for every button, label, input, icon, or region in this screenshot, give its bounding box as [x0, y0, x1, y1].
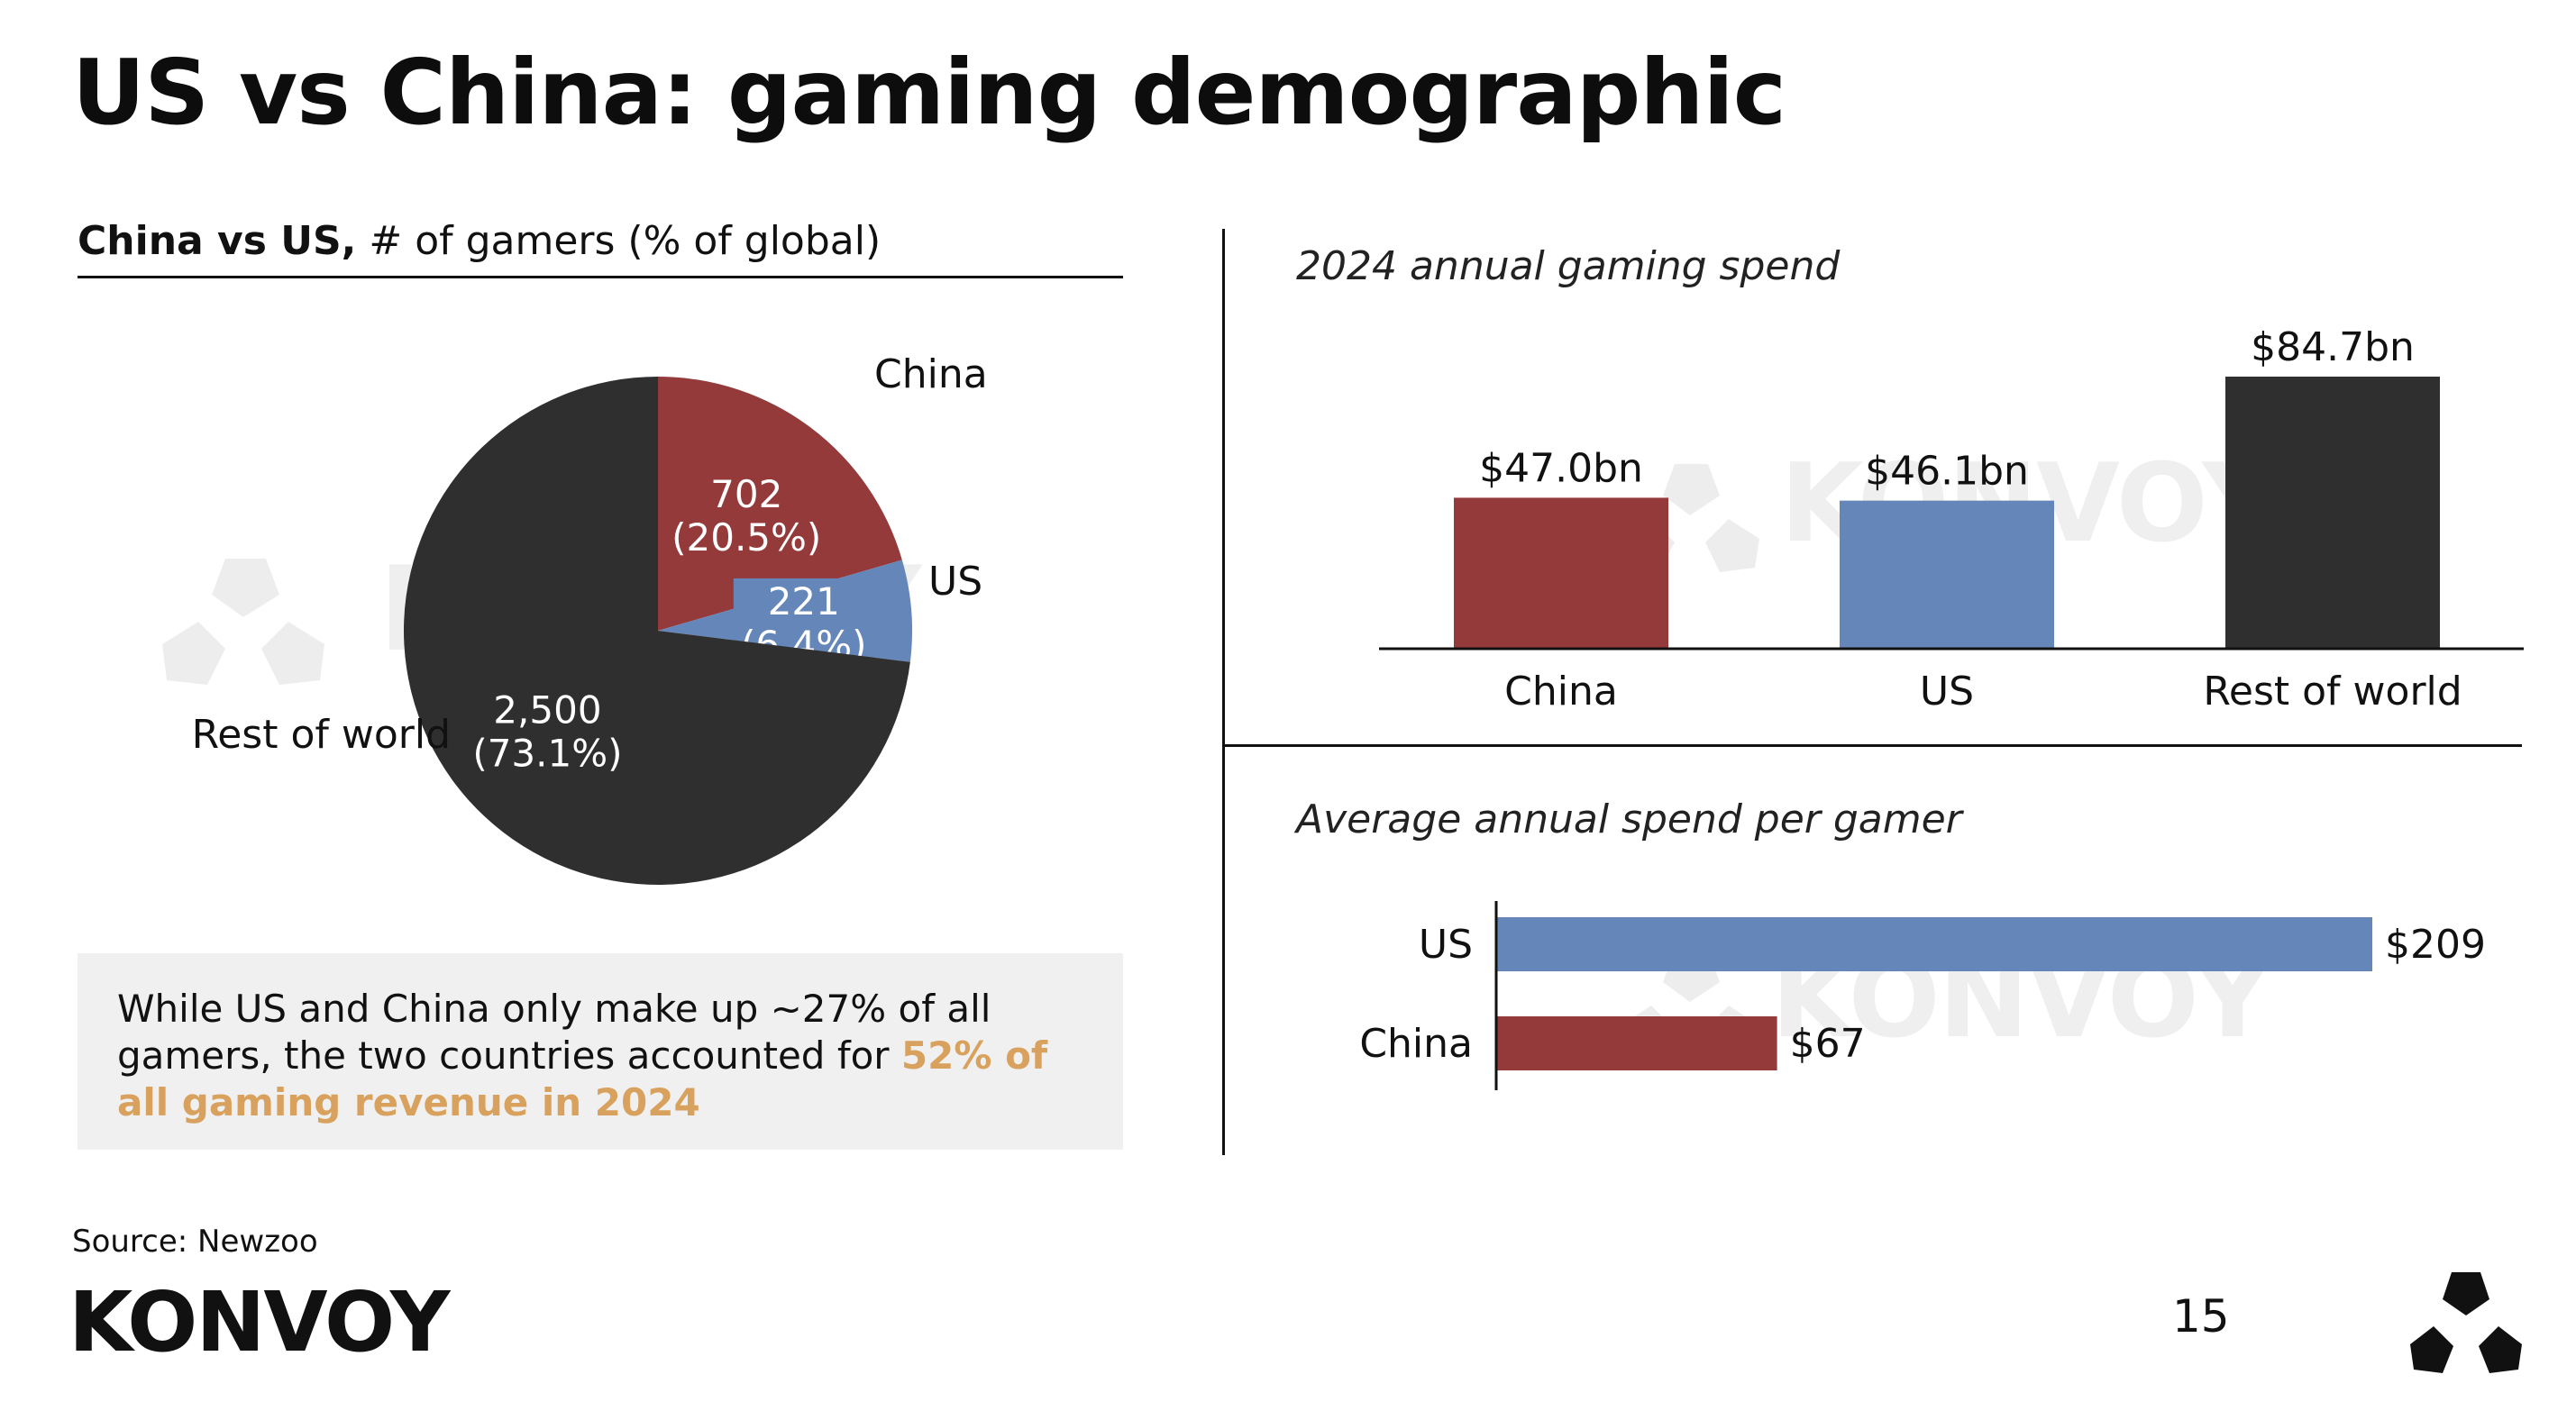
pie-chart-heading: China vs US, # of gamers (% of global) — [78, 218, 881, 264]
pie-heading-bold: China vs US, — [78, 218, 357, 264]
hbar-category-label: China — [1359, 1021, 1473, 1067]
pie-percent-label: (20.5%) — [671, 515, 821, 560]
hbar-data-label: $67 — [1790, 1021, 1866, 1067]
pie-heading-rule — [78, 276, 1123, 278]
bar-chart-title: 2024 annual gaming spend — [1296, 243, 1841, 289]
bar-rest-of-world — [2225, 377, 2440, 649]
callout-highlight: 52% of all gaming revenue in 2024 — [117, 1033, 1048, 1124]
source-note: Source: Newzoo — [72, 1224, 318, 1260]
pie-chart: 702(20.5%)China221(6.4%)US2,500(73.1%)Re… — [192, 351, 988, 885]
callout-text: While US and China only make up ~27% of … — [117, 987, 991, 1078]
bar-category-label: US — [1920, 669, 1974, 715]
pie-category-label: US — [928, 559, 982, 605]
pie-category-label: China — [874, 351, 988, 397]
hbar-china — [1496, 1016, 1777, 1070]
pie-slice-china — [658, 377, 902, 631]
pie-percent-label: (73.1%) — [472, 731, 622, 775]
bar-china — [1454, 497, 1668, 649]
spend-bar-chart: $47.0bn China $46.1bn US $84.7bn Rest of worl… — [1379, 324, 2524, 715]
konvoy-mark-icon — [2410, 1272, 2522, 1373]
page-number: 15 — [2172, 1290, 2230, 1343]
page-title: US vs China: gaming demographic — [72, 40, 1786, 145]
bar-data-label: $47.0bn — [1479, 445, 1643, 491]
pie-category-label: Rest of world — [192, 712, 451, 758]
pie-slice-rest-of-world — [403, 377, 910, 885]
callout-box: While US and China only make up ~27% of … — [78, 953, 1123, 1150]
per-gamer-bar-chart: $209 US $67 China — [1359, 901, 2486, 1090]
pie-heading-rest: # of gamers (% of global) — [356, 218, 882, 264]
pie-value-label: 221 — [768, 579, 840, 624]
bar-data-label: $46.1bn — [1865, 449, 2029, 495]
hbar-us — [1496, 917, 2372, 971]
pie-value-label: 2,500 — [493, 687, 601, 732]
horizontal-divider — [1222, 744, 2522, 747]
bar-category-label: Rest of world — [2203, 669, 2462, 715]
bar-data-label: $84.7bn — [2251, 324, 2415, 370]
hbar-data-label: $209 — [2385, 922, 2486, 968]
bar-category-label: China — [1504, 669, 1618, 715]
bar-us — [1840, 500, 2054, 649]
pie-value-label: 702 — [710, 472, 782, 516]
vertical-divider — [1222, 229, 1225, 1155]
hbar-category-label: US — [1419, 922, 1473, 968]
konvoy-logo: KONVOY — [69, 1274, 450, 1370]
hbar-chart-title: Average annual spend per gamer — [1296, 796, 1962, 842]
